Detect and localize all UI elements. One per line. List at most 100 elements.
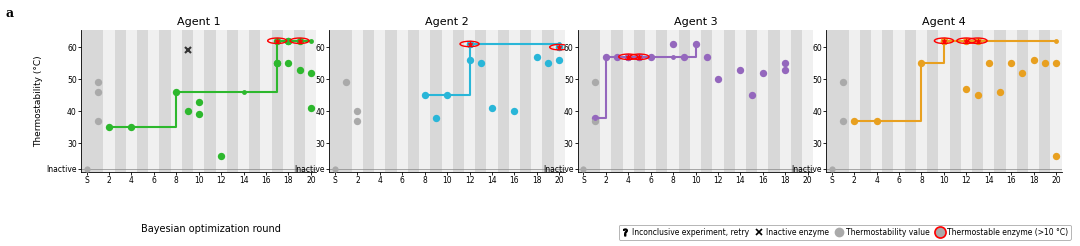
Point [338, 80, 355, 84]
Point [269, 39, 286, 43]
Point [868, 119, 886, 123]
Bar [916, 30, 927, 172]
Legend: Inconclusive experiment, retry, Inactive enzyme, Thermostability value, Thermost: Inconclusive experiment, retry, Inactive… [619, 225, 1070, 240]
Bar [927, 30, 939, 172]
Point [280, 39, 297, 43]
Point [777, 68, 794, 72]
Point [732, 68, 750, 72]
Bar [634, 30, 645, 172]
Bar [872, 30, 882, 172]
Bar [181, 30, 193, 172]
Point [349, 109, 366, 113]
Bar [690, 30, 701, 172]
Bar [238, 30, 249, 172]
Bar [734, 30, 746, 172]
Bar [464, 30, 475, 172]
Point [620, 55, 637, 59]
Point [302, 106, 320, 110]
Bar [600, 30, 611, 172]
Bar [81, 30, 92, 172]
Point [586, 119, 604, 123]
Bar [260, 30, 271, 172]
Bar [813, 30, 819, 172]
Bar [1051, 30, 1062, 172]
Bar [216, 30, 227, 172]
Point [438, 93, 456, 97]
Point [461, 58, 478, 62]
Bar [92, 30, 104, 172]
Bar [768, 30, 780, 172]
Bar [578, 30, 589, 172]
Bar [667, 30, 678, 172]
Title: Agent 1: Agent 1 [177, 17, 220, 27]
Bar [294, 30, 306, 172]
Bar [249, 30, 260, 172]
Point [179, 109, 197, 113]
Bar [531, 30, 542, 172]
Point [100, 125, 118, 129]
Point [1002, 61, 1020, 65]
Point [428, 116, 445, 120]
Bar [701, 30, 713, 172]
Point [349, 119, 366, 123]
Point [484, 106, 501, 110]
Point [1048, 61, 1065, 65]
Bar [949, 30, 961, 172]
Bar [386, 30, 396, 172]
Bar [340, 30, 352, 172]
Point [969, 39, 986, 43]
Point [1014, 71, 1031, 75]
Bar [983, 30, 995, 172]
Point [1025, 58, 1042, 62]
Point [586, 116, 604, 120]
Bar [939, 30, 949, 172]
Point [846, 119, 863, 123]
Bar [419, 30, 430, 172]
Bar [780, 30, 791, 172]
Point [461, 42, 478, 46]
Bar [283, 30, 294, 172]
Point [754, 71, 771, 75]
Bar [171, 30, 181, 172]
Bar [802, 30, 813, 172]
Point [190, 112, 207, 116]
Point [608, 55, 625, 59]
Point [698, 55, 715, 59]
Point [642, 55, 659, 59]
Point [123, 125, 140, 129]
Bar [1005, 30, 1016, 172]
Point [78, 167, 95, 171]
Point [167, 90, 185, 94]
Bar [623, 30, 634, 172]
Point [551, 45, 568, 49]
Point [958, 39, 975, 43]
Title: Agent 2: Agent 2 [426, 17, 469, 27]
Bar [724, 30, 734, 172]
Bar [104, 30, 114, 172]
Bar [430, 30, 442, 172]
Point [958, 87, 975, 91]
Point [631, 55, 648, 59]
Bar [204, 30, 216, 172]
Point [664, 42, 681, 46]
Point [190, 100, 207, 104]
Bar [882, 30, 893, 172]
Point [291, 68, 308, 72]
Bar [972, 30, 983, 172]
Bar [826, 30, 837, 172]
Bar [678, 30, 690, 172]
Point [472, 61, 489, 65]
Bar [442, 30, 453, 172]
Bar [316, 30, 322, 172]
Bar [542, 30, 554, 172]
Bar [352, 30, 363, 172]
Bar [1016, 30, 1028, 172]
Bar [837, 30, 849, 172]
Bar [589, 30, 600, 172]
Point [280, 61, 297, 65]
Bar [375, 30, 386, 172]
Point [620, 55, 637, 59]
Point [586, 80, 604, 84]
Point [631, 55, 648, 59]
Bar [657, 30, 667, 172]
